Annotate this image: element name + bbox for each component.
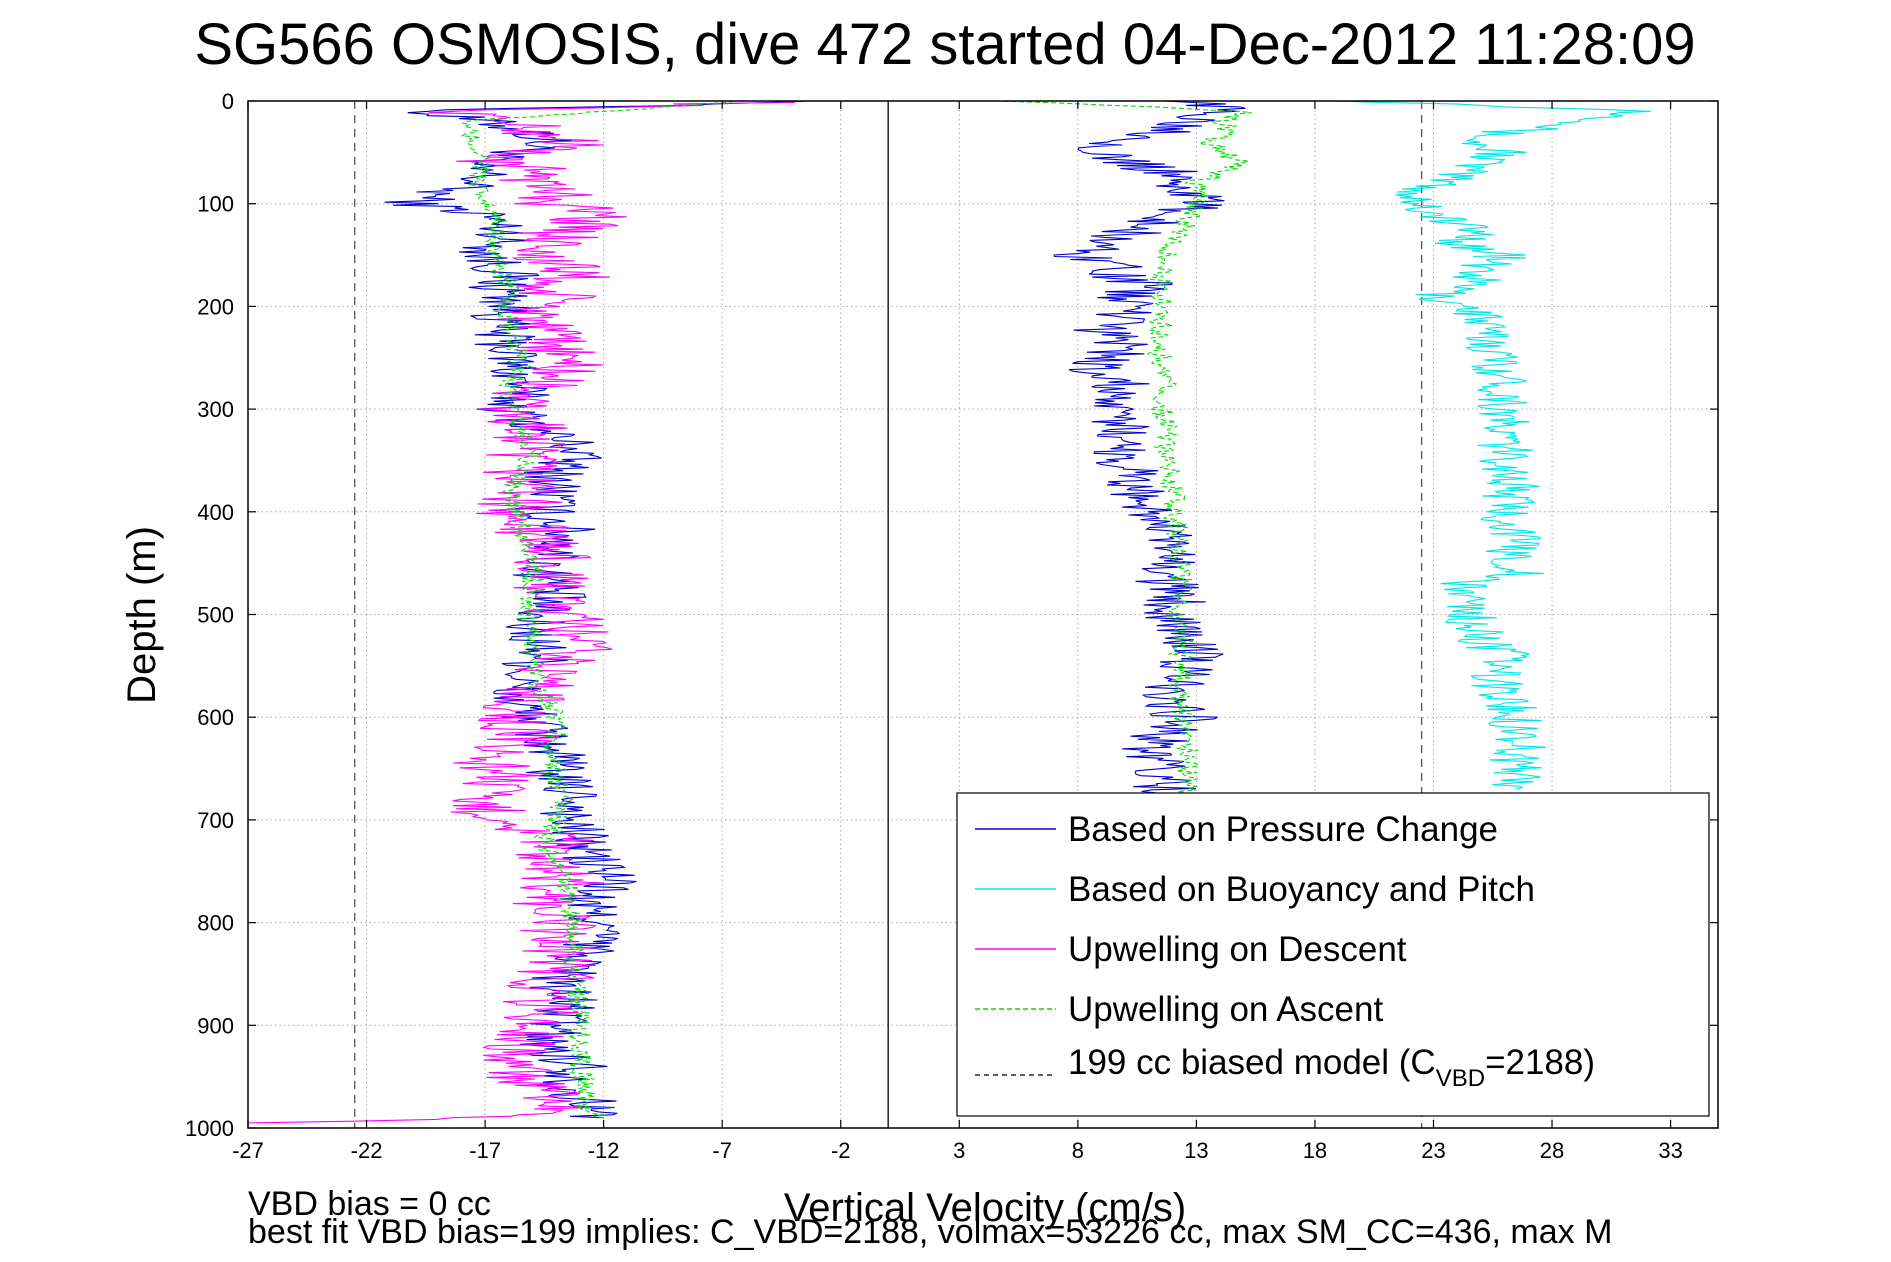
legend-model-suffix: =2188) <box>1485 1043 1595 1082</box>
legend-label-model: 199 cc biased model (CVBD=2188) <box>1068 1043 1595 1092</box>
x-tick-label: -22 <box>351 1138 383 1163</box>
y-tick-label: 1000 <box>185 1116 234 1141</box>
y-tick-label: 300 <box>197 397 234 422</box>
y-tick-label: 500 <box>197 603 234 628</box>
legend-label: Upwelling on Descent <box>1068 930 1407 969</box>
series-line-based-on-buoyancy-and-pitch <box>1334 100 1651 790</box>
y-tick-label: 900 <box>197 1013 234 1038</box>
series-line-upwelling-on-ascent <box>460 100 735 1119</box>
y-tick-label: 100 <box>197 192 234 217</box>
legend-label: Based on Buoyancy and Pitch <box>1068 870 1535 909</box>
series-line-upwelling-on-descent <box>247 100 795 1124</box>
x-tick-label: 8 <box>1072 1138 1084 1163</box>
x-tick-label: 13 <box>1184 1138 1208 1163</box>
series-line-based-on-pressure-change <box>1053 100 1246 800</box>
x-tick-label: -2 <box>831 1138 851 1163</box>
plot-area <box>247 100 1651 1124</box>
legend: Based on Pressure Change Based on Buoyanc… <box>956 792 1710 1117</box>
y-axis-ticks: 0 100 200 300 400 500 600 700 800 900 1000 <box>185 89 1718 1141</box>
x-tick-label: 33 <box>1658 1138 1682 1163</box>
y-axis-label: Depth (m) <box>120 526 164 704</box>
series-line-upwelling-on-ascent <box>995 100 1252 800</box>
x-tick-label: -7 <box>712 1138 732 1163</box>
x-tick-label: 23 <box>1421 1138 1445 1163</box>
y-tick-label: 600 <box>197 705 234 730</box>
y-tick-label: 400 <box>197 500 234 525</box>
x-axis-ticks: -27 -22 -17 -12 -7 -2 3 8 13 18 23 28 33 <box>232 101 1683 1163</box>
x-tick-label: -27 <box>232 1138 264 1163</box>
x-tick-label: -17 <box>469 1138 501 1163</box>
y-tick-label: 0 <box>222 89 234 114</box>
legend-label: Upwelling on Ascent <box>1068 990 1383 1029</box>
legend-model-subscript: VBD <box>1436 1065 1485 1092</box>
y-tick-label: 200 <box>197 294 234 319</box>
x-tick-label: 28 <box>1540 1138 1564 1163</box>
legend-box <box>956 792 1710 1117</box>
x-tick-label: -12 <box>588 1138 620 1163</box>
chart-title: SG566 OSMOSIS, dive 472 started 04-Dec-2… <box>194 12 1695 77</box>
x-axis-label: Vertical Velocity (cm/s) <box>784 1186 1186 1230</box>
footer-line-1: VBD bias = 0 cc <box>248 1185 491 1223</box>
y-tick-label: 800 <box>197 911 234 936</box>
y-tick-label: 700 <box>197 808 234 833</box>
x-tick-label: 3 <box>953 1138 965 1163</box>
legend-label: Based on Pressure Change <box>1068 810 1498 849</box>
x-tick-label: 18 <box>1303 1138 1327 1163</box>
footer-line-2: best fit VBD bias=199 implies: C_VBD=218… <box>248 1213 1613 1251</box>
legend-model-prefix: 199 cc biased model (C <box>1068 1043 1436 1082</box>
series-line-based-on-pressure-change <box>384 100 809 1119</box>
